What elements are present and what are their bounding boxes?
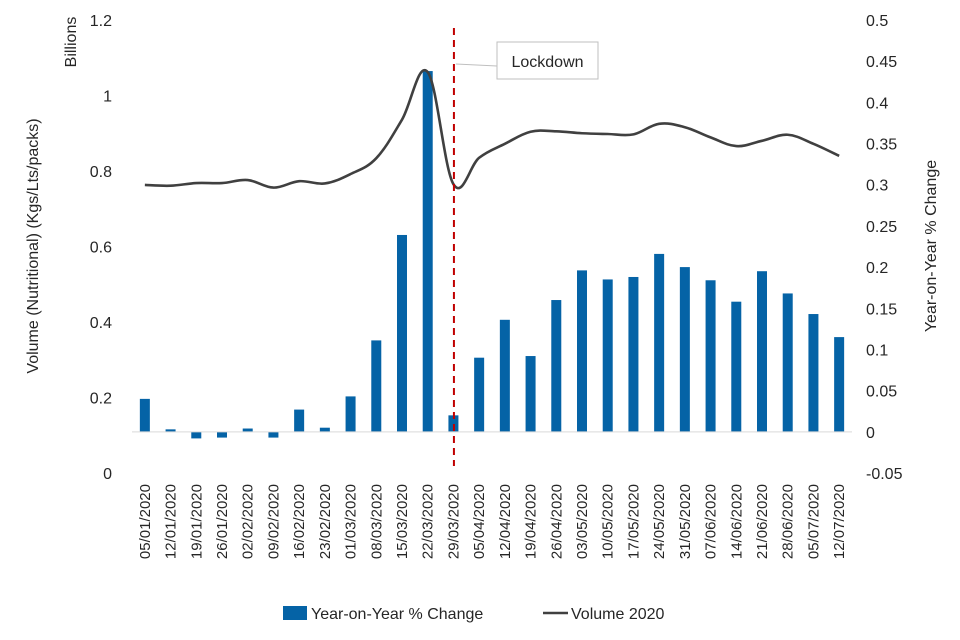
bar xyxy=(242,428,253,432)
bar xyxy=(319,427,330,432)
bar xyxy=(165,429,176,432)
x-tick-label: 12/04/2020 xyxy=(497,484,514,559)
right-tick-label: 0.05 xyxy=(866,384,897,401)
bar xyxy=(397,234,407,432)
bar xyxy=(782,293,793,432)
right-tick-label: 0.45 xyxy=(866,54,897,71)
x-tick-label: 10/05/2020 xyxy=(600,484,617,559)
right-tick-label: 0.25 xyxy=(866,219,897,236)
right-tick-label: 0.2 xyxy=(866,260,888,277)
x-tick-label: 26/04/2020 xyxy=(548,484,565,559)
lockdown-callout-box xyxy=(496,41,599,80)
left-tick-label: 1 xyxy=(103,89,112,106)
bar xyxy=(679,267,690,432)
x-tick-label: 02/02/2020 xyxy=(240,484,257,559)
bar xyxy=(139,398,150,432)
bar xyxy=(577,270,587,432)
bar xyxy=(808,314,819,432)
lockdown-label: Lockdown xyxy=(511,54,583,71)
bar-series-yoy-change xyxy=(139,71,845,439)
x-tick-label: 19/04/2020 xyxy=(523,484,540,559)
left-tick-label: 0.8 xyxy=(90,164,112,181)
x-tick-label: 23/02/2020 xyxy=(317,484,334,559)
right-tick-label: 0.15 xyxy=(866,301,897,318)
bar xyxy=(371,340,382,432)
right-axis-title: Year-on-Year % Change xyxy=(923,160,940,332)
x-tick-label: 09/02/2020 xyxy=(265,484,282,559)
bar xyxy=(525,356,536,432)
x-tick-label: 31/05/2020 xyxy=(677,484,694,559)
x-tick-label: 14/06/2020 xyxy=(728,484,745,559)
x-tick-label: 17/05/2020 xyxy=(625,484,642,559)
right-tick-label: 0.4 xyxy=(866,95,888,112)
x-tick-label: 07/06/2020 xyxy=(703,484,720,559)
left-axis-units: Billions xyxy=(63,17,80,68)
bar xyxy=(551,300,562,432)
x-tick-label: 19/01/2020 xyxy=(188,484,205,559)
right-axis-ticks: -0.05 0 0.05 0.1 0.15 0.2 0.25 0.3 0.35 0.4 0.45 0.… xyxy=(866,13,903,483)
x-tick-label: 12/01/2020 xyxy=(163,484,180,559)
bar xyxy=(191,431,202,439)
x-tick-label: 05/07/2020 xyxy=(805,484,822,559)
x-tick-label: 01/03/2020 xyxy=(343,484,360,559)
bar xyxy=(654,253,665,432)
x-axis-tick-labels: 05/01/2020 12/01/2020 19/01/2020 26/01/2020… xyxy=(137,484,848,559)
bar xyxy=(628,276,639,432)
bar xyxy=(448,415,459,432)
x-tick-label: 16/02/2020 xyxy=(291,484,308,559)
x-tick-label: 24/05/2020 xyxy=(651,484,668,559)
bar xyxy=(499,319,510,432)
bar xyxy=(602,279,613,432)
left-tick-label: 0.6 xyxy=(90,240,112,257)
bar xyxy=(705,280,716,432)
legend: Year-on-Year % Change Volume 2020 xyxy=(283,606,665,623)
x-tick-label: 08/03/2020 xyxy=(368,484,385,559)
x-tick-label: 21/06/2020 xyxy=(754,484,771,559)
right-tick-label: -0.05 xyxy=(866,466,903,483)
bar xyxy=(731,301,742,432)
right-tick-label: 0.5 xyxy=(866,13,888,30)
left-tick-label: 0.4 xyxy=(90,315,112,332)
legend-label-volume-2020: Volume 2020 xyxy=(571,606,665,623)
left-tick-label: 0.2 xyxy=(90,391,112,408)
bar xyxy=(757,271,767,432)
line-series-volume-2020 xyxy=(144,68,840,190)
bar xyxy=(217,431,227,438)
left-axis-title: Volume (Nutritional) (Kgs/Lts/packs) xyxy=(25,118,42,373)
right-tick-label: 0.3 xyxy=(866,178,888,195)
bar xyxy=(834,337,845,432)
left-axis-ticks: 0 0.2 0.4 0.6 0.8 1 1.2 xyxy=(90,13,112,483)
x-tick-label: 05/04/2020 xyxy=(471,484,488,559)
x-tick-label: 05/01/2020 xyxy=(137,484,154,559)
bar xyxy=(294,409,305,432)
x-tick-label: 28/06/2020 xyxy=(780,484,797,559)
right-tick-label: 0.35 xyxy=(866,137,897,154)
right-tick-label: 0.1 xyxy=(866,342,888,359)
x-tick-label: 26/01/2020 xyxy=(214,484,231,559)
legend-swatch-yoy-change xyxy=(283,606,307,620)
left-tick-label: 1.2 xyxy=(90,13,112,30)
legend-label-yoy-change: Year-on-Year % Change xyxy=(311,606,483,623)
x-tick-label: 22/03/2020 xyxy=(420,484,437,559)
x-tick-label: 03/05/2020 xyxy=(574,484,591,559)
bar xyxy=(474,357,485,432)
x-tick-label: 12/07/2020 xyxy=(831,484,848,559)
x-tick-label: 15/03/2020 xyxy=(394,484,411,559)
left-tick-label: 0 xyxy=(103,466,112,483)
x-tick-label: 29/03/2020 xyxy=(445,484,462,559)
right-tick-label: 0 xyxy=(866,425,875,442)
lockdown-callout-leader xyxy=(455,63,498,67)
bar xyxy=(268,431,279,438)
bar xyxy=(345,396,356,432)
bar xyxy=(422,71,433,432)
